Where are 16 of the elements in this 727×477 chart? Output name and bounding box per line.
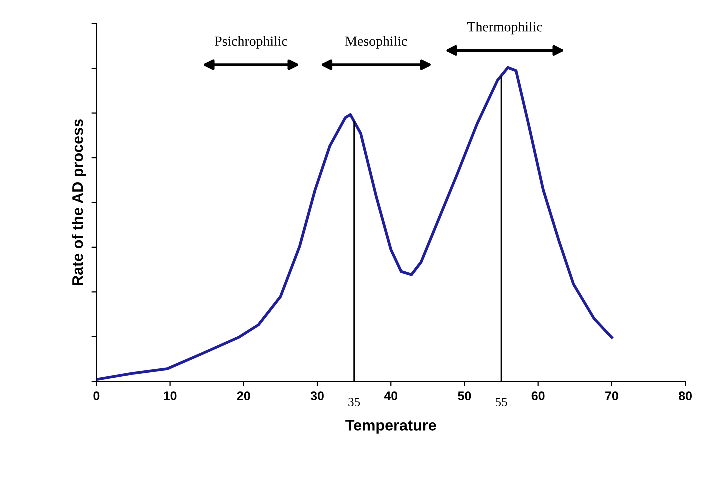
x-tick-label: 60 bbox=[532, 392, 545, 401]
x-tick-label: 50 bbox=[458, 392, 472, 401]
text: Thermophilic bbox=[468, 22, 542, 35]
text: Mesophilic bbox=[346, 36, 408, 49]
x-tick-label: 80 bbox=[679, 392, 692, 401]
x-tick-label: 30 bbox=[310, 392, 324, 401]
x-tick-label: 0 bbox=[94, 392, 100, 401]
text: Psichrophilic bbox=[215, 36, 288, 49]
x-tick-label: 40 bbox=[384, 392, 398, 401]
x-tick-label: 20 bbox=[237, 392, 250, 401]
x-tick-label: 70 bbox=[606, 392, 618, 401]
x-tick-label: 10 bbox=[164, 392, 177, 401]
y-axis-title: Rate of the AD process bbox=[72, 120, 86, 286]
ref-line-label: 55 bbox=[496, 398, 508, 406]
ref-line-label: 35 bbox=[348, 398, 360, 406]
x-axis-title: Temperature bbox=[346, 420, 436, 434]
